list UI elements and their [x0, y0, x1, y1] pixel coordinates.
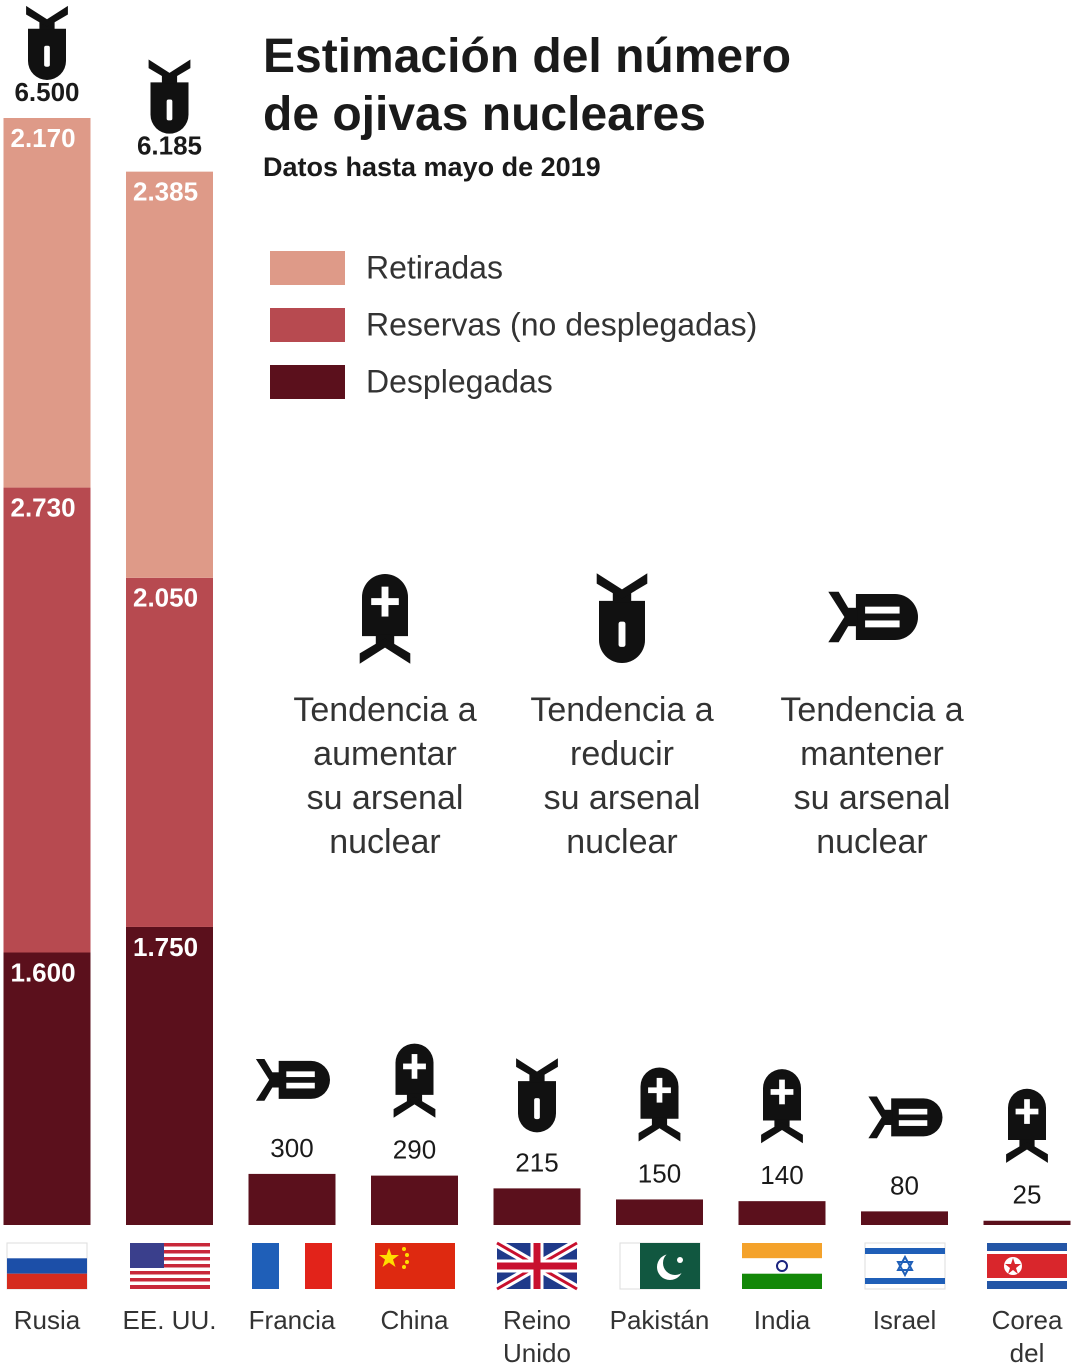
bar-segment	[3, 952, 91, 1225]
segment-label: 2.170	[11, 123, 76, 153]
chart-title: Estimación del número de ojivas nucleare…	[263, 30, 792, 141]
bar-segment	[126, 926, 213, 1225]
bar	[738, 1201, 826, 1225]
total-label: 140	[760, 1160, 803, 1190]
bar	[371, 1175, 458, 1225]
category-label: Pakistán	[609, 1305, 710, 1335]
total-label: 150	[638, 1158, 681, 1188]
trend-legend-text: Tendencia a mantener su arsenal nuclear	[780, 691, 964, 861]
category-label: Israel	[872, 1305, 937, 1335]
trend-icon	[828, 591, 918, 643]
bar-segment	[126, 171, 213, 578]
trend-icon	[638, 1067, 681, 1142]
legend-swatch	[270, 251, 345, 285]
bar-segment	[3, 118, 91, 488]
total-label: 6.500	[14, 77, 79, 107]
segment-label: 1.750	[133, 932, 198, 962]
bar	[861, 1211, 948, 1225]
legend-swatch	[270, 308, 345, 342]
trend-icon	[516, 1058, 558, 1133]
legend-label: Desplegadas	[366, 363, 553, 399]
flag	[494, 1239, 580, 1293]
total-label: 300	[270, 1133, 313, 1163]
segment-label: 1.600	[11, 957, 76, 987]
category-label: India	[753, 1305, 811, 1335]
flag	[6, 1242, 88, 1290]
total-label: 25	[1013, 1180, 1042, 1210]
trend-icon	[761, 1069, 803, 1144]
legend-swatch	[270, 365, 345, 399]
trend-icon	[148, 59, 191, 134]
category-label: Corea del Norte	[991, 1305, 1063, 1363]
trend-legend-text: Tendencia a aumentar su arsenal nuclear	[293, 691, 477, 861]
bar-segment	[3, 487, 91, 953]
trend-icon	[596, 573, 648, 663]
flag	[130, 1243, 210, 1289]
bar	[616, 1199, 703, 1225]
bar-segment	[126, 577, 213, 927]
category-label: China	[380, 1305, 449, 1335]
flag	[252, 1243, 332, 1289]
trend-icon	[393, 1043, 436, 1118]
category-label: Francia	[248, 1305, 336, 1335]
flag	[619, 1242, 701, 1290]
flag	[742, 1243, 822, 1289]
trend-icon	[255, 1059, 330, 1101]
total-label: 215	[515, 1147, 558, 1177]
total-label: 290	[393, 1134, 436, 1164]
total-label: 80	[890, 1170, 919, 1200]
category-label: Rusia	[13, 1305, 81, 1335]
category-label: Reino Unido	[503, 1305, 571, 1363]
bar	[248, 1173, 336, 1225]
trend-icon	[868, 1096, 943, 1139]
legend-label: Reservas (no desplegadas)	[366, 306, 757, 342]
legend-label: Retiradas	[366, 249, 503, 285]
trend-icon	[359, 574, 411, 664]
flag	[987, 1243, 1067, 1289]
category-label: EE. UU.	[122, 1305, 217, 1335]
segment-label: 2.050	[133, 583, 198, 613]
trend-icon	[1006, 1088, 1048, 1163]
bar	[983, 1220, 1071, 1225]
segment-label: 2.385	[133, 177, 198, 207]
trend-icon	[26, 5, 68, 80]
flag	[375, 1243, 455, 1289]
total-label: 6.185	[137, 131, 202, 161]
chart-subtitle: Datos hasta mayo de 2019	[263, 152, 601, 182]
trend-legend-text: Tendencia a reducir su arsenal nuclear	[530, 691, 714, 861]
segment-label: 2.730	[11, 492, 76, 522]
flag	[864, 1242, 946, 1290]
bar	[493, 1188, 581, 1225]
